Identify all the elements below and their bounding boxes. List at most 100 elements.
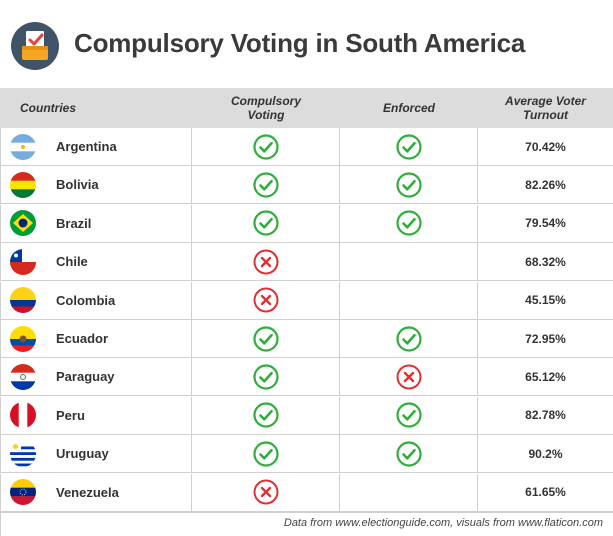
table-row: Peru 82.78% bbox=[0, 396, 613, 435]
turnout-value: 70.42% bbox=[525, 139, 566, 154]
turnout-cell: 82.26% bbox=[478, 166, 613, 205]
check-icon bbox=[252, 325, 279, 352]
turnout-cell: 82.78% bbox=[478, 397, 613, 435]
country-name: Brazil bbox=[56, 215, 92, 231]
country-cell: Venezuela bbox=[0, 473, 192, 512]
country-cell: Argentina bbox=[0, 128, 192, 166]
turnout-value: 79.54% bbox=[525, 216, 566, 231]
source-note: Data from www.electionguide.com, visuals… bbox=[283, 517, 603, 529]
venezuela-flag-icon bbox=[10, 479, 36, 506]
check-icon bbox=[395, 210, 422, 236]
cross-icon bbox=[253, 287, 278, 313]
page-title: Compulsory Voting in South America bbox=[74, 28, 526, 58]
turnout-cell: 65.12% bbox=[478, 358, 613, 397]
check-icon bbox=[252, 402, 279, 428]
cross-icon bbox=[253, 479, 278, 505]
column-header-countries: Countries bbox=[20, 101, 77, 115]
country-cell: Bolivia bbox=[0, 166, 192, 205]
uruguay-flag-icon bbox=[10, 440, 36, 467]
turnout-value: 61.65% bbox=[525, 485, 566, 500]
ballot-box-check-icon bbox=[11, 22, 59, 70]
table-row: Venezuela 61.65% bbox=[0, 473, 613, 512]
check-icon bbox=[395, 325, 422, 352]
enforced-cell bbox=[340, 166, 478, 205]
table-row: Uruguay 90.2% bbox=[0, 435, 613, 474]
check-icon bbox=[252, 172, 279, 198]
country-name: Colombia bbox=[56, 292, 116, 308]
country-name: Peru bbox=[56, 407, 85, 423]
country-cell: Peru bbox=[0, 396, 192, 435]
table-row: Paraguay 65.12% bbox=[0, 358, 613, 397]
country-name: Bolivia bbox=[56, 177, 99, 193]
table-row: Chile 68.32% bbox=[0, 243, 613, 282]
enforced-cell bbox=[340, 204, 478, 243]
country-name: Venezuela bbox=[56, 484, 119, 500]
table-row: Ecuador 72.95% bbox=[0, 320, 613, 358]
cross-icon bbox=[253, 249, 278, 275]
enforced-cell bbox=[340, 243, 478, 282]
enforced-cell bbox=[340, 473, 478, 512]
bolivia-flag-icon bbox=[10, 171, 36, 198]
enforced-cell bbox=[340, 396, 478, 435]
turnout-value: 82.78% bbox=[525, 408, 566, 423]
country-name: Ecuador bbox=[56, 331, 109, 346]
turnout-value: 72.95% bbox=[525, 331, 566, 346]
argentina-flag-icon bbox=[10, 133, 36, 160]
compulsory-cell bbox=[192, 243, 340, 282]
compulsory-cell bbox=[192, 281, 340, 320]
turnout-value: 65.12% bbox=[525, 369, 566, 384]
colombia-flag-icon bbox=[10, 287, 36, 314]
turnout-cell: 68.32% bbox=[478, 243, 613, 282]
turnout-cell: 45.15% bbox=[478, 282, 613, 320]
paraguay-flag-icon bbox=[10, 363, 36, 390]
country-cell: Ecuador bbox=[0, 320, 192, 358]
check-icon bbox=[395, 172, 422, 198]
column-header-compulsory: Compulsory Voting bbox=[230, 94, 301, 122]
turnout-value: 68.32% bbox=[525, 254, 566, 269]
compulsory-cell bbox=[192, 473, 340, 512]
column-header-turnout: Average Voter Turnout bbox=[505, 94, 586, 122]
table-row: Bolivia 82.26% bbox=[0, 166, 613, 205]
compulsory-cell bbox=[192, 320, 340, 358]
country-name: Uruguay bbox=[56, 446, 109, 462]
country-cell: Chile bbox=[0, 243, 192, 282]
country-name: Chile bbox=[56, 254, 88, 270]
footer: Data from www.electionguide.com, visuals… bbox=[0, 512, 613, 536]
enforced-cell bbox=[340, 358, 478, 397]
brazil-flag-icon bbox=[10, 210, 36, 237]
turnout-value: 45.15% bbox=[525, 293, 566, 308]
table-row: Brazil 79.54% bbox=[0, 204, 613, 243]
table-header: Countries Compulsory Voting Enforced Ave… bbox=[0, 88, 613, 128]
column-header-enforced: Enforced bbox=[382, 101, 435, 115]
country-name: Argentina bbox=[56, 139, 117, 154]
compulsory-cell bbox=[192, 128, 340, 166]
turnout-value: 82.26% bbox=[525, 177, 566, 192]
chile-flag-icon bbox=[10, 248, 36, 275]
country-cell: Uruguay bbox=[0, 435, 192, 474]
compulsory-cell bbox=[192, 358, 340, 397]
table-row: Argentina 70.42% bbox=[0, 128, 613, 166]
ecuador-flag-icon bbox=[10, 325, 36, 352]
check-icon bbox=[395, 441, 422, 467]
turnout-cell: 90.2% bbox=[478, 435, 613, 474]
compulsory-cell bbox=[192, 204, 340, 243]
check-icon bbox=[252, 133, 279, 160]
check-icon bbox=[252, 364, 279, 390]
country-cell: Brazil bbox=[0, 204, 192, 243]
check-icon bbox=[395, 133, 422, 160]
enforced-cell bbox=[340, 320, 478, 358]
country-cell: Paraguay bbox=[0, 358, 192, 397]
turnout-value: 90.2% bbox=[528, 446, 563, 461]
enforced-cell bbox=[340, 281, 478, 320]
compulsory-cell bbox=[192, 166, 340, 205]
header: Compulsory Voting in South America bbox=[0, 0, 613, 88]
check-icon bbox=[252, 441, 279, 467]
enforced-cell bbox=[340, 128, 478, 166]
check-icon bbox=[252, 210, 279, 236]
check-icon bbox=[395, 402, 422, 428]
compulsory-cell bbox=[192, 435, 340, 474]
enforced-cell bbox=[340, 435, 478, 474]
peru-flag-icon bbox=[10, 402, 36, 429]
country-name: Paraguay bbox=[56, 369, 115, 385]
turnout-cell: 61.65% bbox=[478, 474, 613, 512]
